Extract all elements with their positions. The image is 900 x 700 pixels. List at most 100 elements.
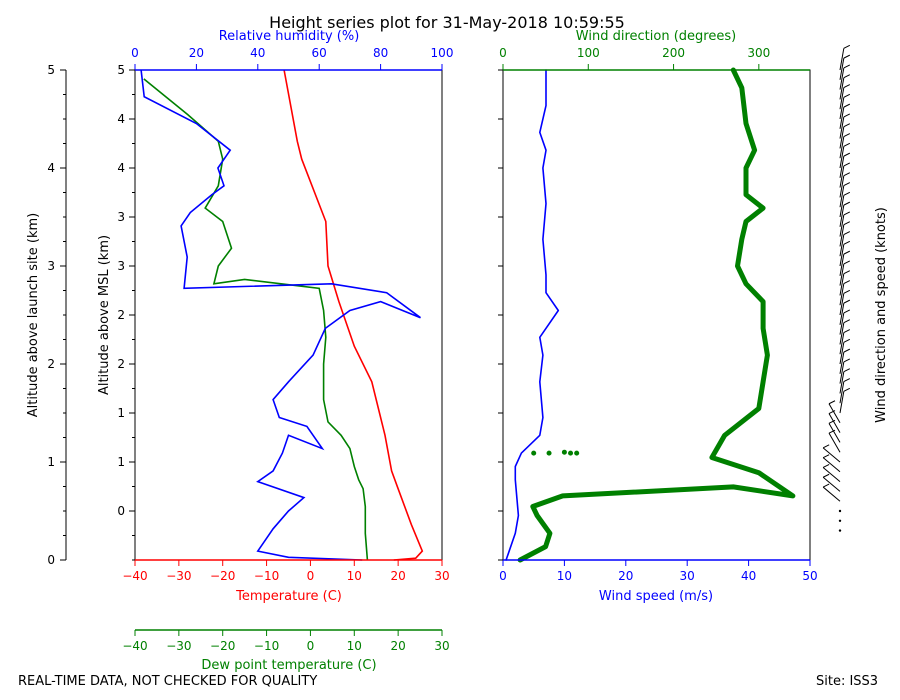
wind-barb-staff: [828, 432, 841, 453]
wind-direction-tick-label: 0: [499, 46, 507, 60]
wind-direction-tick-label: 300: [747, 46, 770, 60]
temperature-tick-label: −20: [210, 569, 235, 583]
inner-altitude-tick-label: 4: [117, 112, 125, 126]
wind-barb-staff: [839, 195, 845, 218]
wind-barb-flag: [843, 103, 851, 108]
wind-barb-flag: [843, 260, 851, 265]
wind-speed-tick-label: 10: [557, 569, 572, 583]
series-line-wind-speed: [505, 69, 560, 561]
wind-barb-flag: [822, 454, 830, 459]
wind-barb-flag: [843, 368, 851, 373]
wind-barb-staff: [839, 283, 845, 306]
dewpoint-tick-label: −40: [122, 639, 147, 653]
wind-barb-staff: [839, 303, 845, 325]
wind-speed-tick-label: 40: [741, 569, 756, 583]
wind-barb-staff: [839, 273, 845, 296]
temperature-tick-label: −40: [122, 569, 147, 583]
wind-barb-staff: [839, 371, 845, 394]
wind-direction-axis-label: Wind direction (degrees): [576, 29, 736, 44]
outer-altitude-tick-label: 4: [47, 161, 55, 175]
dewpoint-tick-label: 0: [307, 639, 315, 653]
outer-altitude-tick-label: 5: [47, 63, 55, 77]
left-panel: −40 −30 −20 −10 0 10 20 30−40 −30 −20 −10 0 10 20 300 2…: [26, 29, 453, 673]
wind-barb-flag: [843, 93, 851, 98]
chart-title: Height series plot for 31-May-2018 10:59…: [269, 13, 625, 32]
wind-barb-staff: [839, 254, 845, 276]
humidity-tick-label: 40: [250, 46, 265, 60]
wind-barb-flag: [843, 299, 851, 304]
inner-altitude-tick-label: 3: [117, 259, 125, 273]
wind-barb-flag: [843, 172, 851, 177]
wind-barb-staff: [839, 185, 845, 208]
wind-barb-staff: [839, 342, 845, 365]
outer-altitude-tick-label: 0: [47, 553, 55, 567]
wind-barb-staff: [822, 447, 841, 463]
altitude-msl-axis-label: Altitude above MSL (km): [97, 235, 112, 395]
wind-direction-tick-label: 200: [662, 46, 685, 60]
wind-speed-tick-label: 20: [618, 569, 633, 583]
series-line-temperature: [283, 69, 424, 561]
wind-speed-dot: [568, 450, 574, 456]
dewpoint-tick-label: 10: [347, 639, 362, 653]
humidity-tick-label: 60: [312, 46, 327, 60]
wind-barb-staff: [839, 381, 845, 404]
wind-barb-flag: [843, 319, 851, 324]
right-ticks-group: 0 10 20 30 40 50 0 100 200 300: [498, 46, 818, 583]
wind-barb-flag: [843, 74, 851, 79]
humidity-axis-label: Relative humidity (%): [219, 29, 360, 44]
wind-barb-flag: [843, 201, 851, 206]
inner-altitude-tick-label: 1: [117, 455, 125, 469]
wind-speed-dot: [531, 450, 537, 456]
wind-speed-dot: [546, 450, 552, 456]
wind-barb-staff: [822, 467, 841, 482]
wind-barb-flag: [843, 211, 851, 216]
wind-barb-staff: [828, 403, 841, 424]
wind-barb-staff: [839, 77, 845, 100]
temperature-tick-label: −30: [166, 569, 191, 583]
wind-barb-staff: [839, 146, 845, 169]
wind-barb-flag: [822, 444, 830, 449]
wind-barb-staff: [828, 413, 841, 433]
wind-direction-tick-label: 100: [577, 46, 600, 60]
wind-barb-staff: [839, 87, 845, 110]
wind-speed-tick-label: 50: [802, 569, 817, 583]
wind-speed-axis-label: Wind speed (m/s): [599, 589, 713, 604]
right-series-group: [505, 67, 796, 563]
wind-barb-staff: [839, 244, 845, 267]
series-line-wind-direction: [517, 67, 796, 563]
inner-altitude-tick-label: 3: [117, 210, 125, 224]
temperature-axis-label: Temperature (C): [235, 589, 342, 604]
wind-barb-flag: [843, 358, 851, 363]
dewpoint-tick-label: 20: [391, 639, 406, 653]
wind-barb-staff: [839, 312, 845, 335]
wind-barb-flag: [843, 133, 851, 137]
wind-barb-flag: [843, 387, 851, 392]
temperature-tick-label: 0: [307, 569, 315, 583]
wind-barb-calm: [838, 529, 842, 532]
wind-speed-tick-label: 0: [499, 569, 507, 583]
wind-barb-staff: [839, 156, 845, 178]
wind-barb-calm: [838, 509, 842, 513]
wind-barb-flag: [843, 329, 851, 333]
dewpoint-axis-label: Dew point temperature (C): [201, 658, 376, 673]
wind-barb-calm: [838, 519, 842, 522]
temperature-tick-label: 20: [391, 569, 406, 583]
wind-barb-flag: [843, 250, 851, 255]
wind-barb-staff: [822, 486, 841, 502]
wind-barb-flag: [822, 464, 830, 468]
wind-barb-flag: [843, 123, 851, 128]
wind-barb-flag: [843, 142, 851, 147]
humidity-tick-label: 0: [131, 46, 139, 60]
footer-left-note: REAL-TIME DATA, NOT CHECKED FOR QUALITY: [18, 674, 318, 689]
wind-barb-flag: [843, 54, 851, 59]
outer-altitude-tick-label: 1: [47, 455, 55, 469]
wind-barb-flag: [843, 44, 851, 49]
dewpoint-tick-label: −10: [254, 639, 279, 653]
wind-barb-flag: [843, 191, 851, 196]
wind-barb-flag: [828, 410, 836, 414]
wind-barb-staff: [839, 322, 845, 345]
wind-barb-flag: [843, 113, 851, 118]
wind-speed-dot: [574, 450, 580, 456]
wind-barb-staff: [839, 332, 845, 355]
